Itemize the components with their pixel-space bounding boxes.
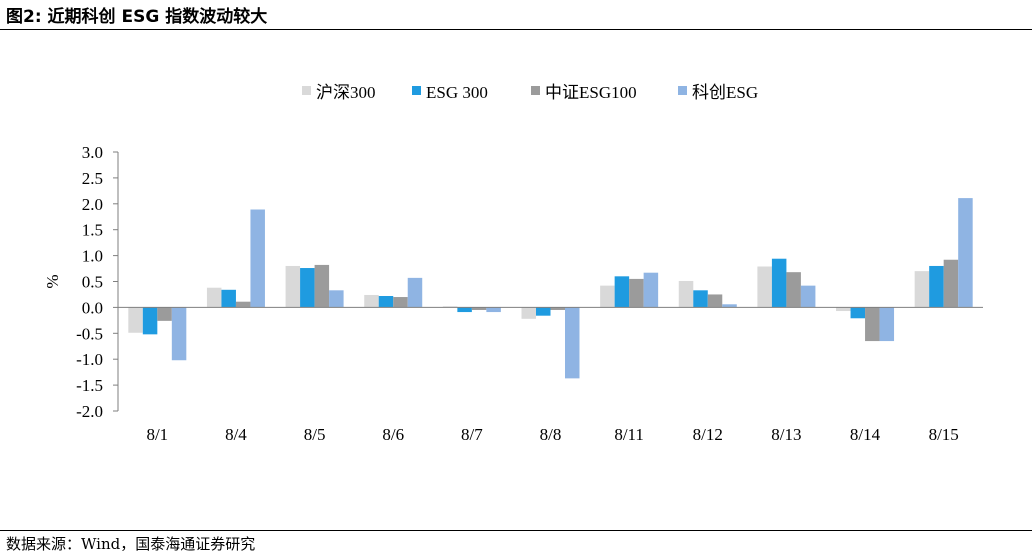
- bar: [771, 258, 787, 308]
- bar: [550, 307, 565, 310]
- bar: [235, 301, 251, 308]
- bar-chart: 沪深300 ESG 300 中证ESG100 科创ESG 3.0 2.5 2.0 1.5 1.…: [43, 83, 983, 444]
- legend-swatch: [412, 86, 421, 95]
- legend-swatch: [678, 86, 687, 95]
- bar: [521, 307, 536, 319]
- bar: [850, 307, 866, 319]
- bar: [378, 296, 394, 308]
- title-rule: [0, 29, 1032, 30]
- legend-swatch: [531, 86, 540, 95]
- y-tick-label: -1.0: [76, 350, 103, 369]
- y-tick-label: 0.5: [82, 273, 103, 292]
- y-tick-label: 0.0: [82, 298, 103, 317]
- y-axis: 3.0 2.5 2.0 1.5 1.0 0.5 0.0 -0.5 -1.0 -1.5 -2.0%: [43, 143, 119, 421]
- bar: [643, 272, 659, 308]
- x-tick-label: 8/1: [146, 425, 168, 444]
- legend-label: 科创ESG: [692, 83, 758, 102]
- bar: [757, 266, 772, 308]
- y-tick-label: -0.5: [76, 324, 103, 343]
- bar: [142, 307, 158, 335]
- x-tick-label: 8/12: [693, 425, 723, 444]
- x-tick-label: 8/8: [540, 425, 562, 444]
- footer-rule: [0, 530, 1032, 531]
- bar: [471, 307, 487, 310]
- bar: [693, 290, 708, 308]
- bar: [314, 264, 330, 308]
- bar: [393, 297, 408, 308]
- source-note: 数据来源：Wind，国泰海通证券研究: [6, 535, 256, 553]
- bar: [206, 287, 222, 308]
- x-tick-label: 8/5: [304, 425, 326, 444]
- bar: [614, 276, 630, 308]
- bar: [943, 259, 959, 308]
- bar: [836, 307, 851, 312]
- bar: [329, 290, 344, 308]
- x-tick-label: 8/11: [614, 425, 644, 444]
- bar: [565, 307, 580, 379]
- y-tick-label: 1.5: [82, 221, 103, 240]
- bar: [929, 265, 944, 308]
- bar: [171, 307, 187, 361]
- bar: [678, 280, 694, 308]
- bar: [457, 307, 472, 313]
- x-tick-label: 8/13: [771, 425, 801, 444]
- x-tick-label: 8/6: [382, 425, 404, 444]
- y-tick-label: -1.5: [76, 376, 103, 395]
- chart-legend: 沪深300 ESG 300 中证ESG100 科创ESG: [302, 83, 758, 102]
- bar: [536, 307, 551, 316]
- y-tick-label: 3.0: [82, 143, 103, 162]
- x-tick-label: 8/14: [850, 425, 881, 444]
- bar: [879, 307, 895, 342]
- bar: [285, 265, 301, 308]
- y-axis-label: %: [43, 274, 62, 288]
- legend-label: 沪深300: [316, 83, 376, 102]
- x-tick-label: 8/4: [225, 425, 247, 444]
- y-tick-label: -2.0: [76, 402, 103, 421]
- bar: [865, 307, 880, 342]
- x-tick-label: 8/7: [461, 425, 483, 444]
- y-tick-label: 2.0: [82, 195, 103, 214]
- bar: [221, 289, 236, 308]
- x-tick-label: 8/15: [929, 425, 959, 444]
- bar: [364, 294, 379, 308]
- x-axis: 8/1 8/4 8/5 8/6 8/7 8/8 8/11 8/12 8/13 8/14 8/15: [118, 306, 983, 444]
- bar: [442, 306, 458, 308]
- bar: [707, 294, 723, 308]
- bar: [407, 277, 423, 308]
- figure-title: 图2: 近期科创 ESG 指数波动较大: [6, 7, 268, 27]
- bar: [958, 198, 973, 308]
- y-tick-label: 2.5: [82, 169, 103, 188]
- bar: [722, 304, 737, 308]
- bar: [786, 272, 801, 308]
- bar: [600, 285, 615, 308]
- bar: [629, 278, 644, 308]
- bar: [800, 285, 816, 308]
- bar: [128, 307, 143, 333]
- bar: [914, 271, 930, 308]
- bar: [300, 268, 315, 308]
- legend-label: 中证ESG100: [545, 83, 637, 102]
- bar: [486, 307, 501, 313]
- bar: [250, 209, 265, 308]
- legend-swatch: [302, 86, 311, 95]
- legend-label: ESG 300: [426, 83, 488, 102]
- y-tick-label: 1.0: [82, 247, 103, 266]
- bar: [157, 307, 172, 321]
- bar-group: [128, 198, 973, 379]
